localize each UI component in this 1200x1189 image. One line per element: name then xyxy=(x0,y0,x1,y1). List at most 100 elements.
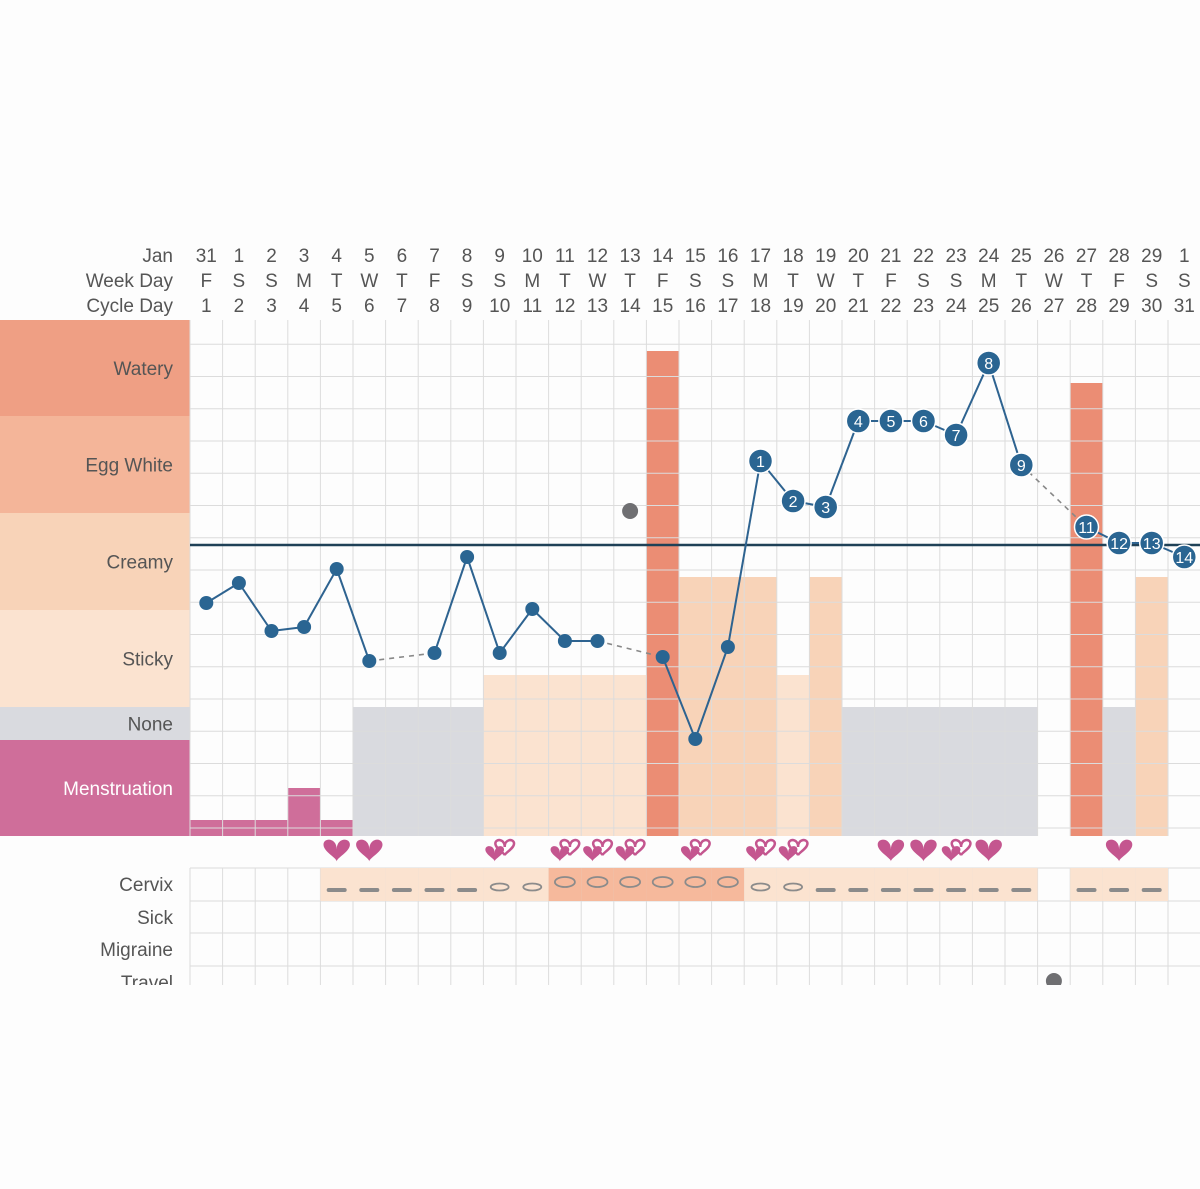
fluid-category-labels: Watery Egg White Creamy Sticky None Menstruat… xyxy=(0,320,190,836)
heart-shape xyxy=(485,846,505,862)
weekday-label: S xyxy=(461,271,474,292)
weekday-label: M xyxy=(981,271,997,292)
cycle-day-label: 4 xyxy=(299,296,310,317)
temp-point-label: 11 xyxy=(1078,520,1095,537)
temp-point xyxy=(362,654,377,668)
heart-shape xyxy=(877,839,905,862)
temp-point-numbered xyxy=(943,422,969,448)
weekday-label: F xyxy=(429,271,441,292)
weekday-label: T xyxy=(331,271,343,292)
cervix-cell xyxy=(1135,868,1168,901)
date-label: 11 xyxy=(555,246,575,267)
cycle-day-label: 31 xyxy=(1174,296,1195,317)
weekday-label: T xyxy=(396,271,408,292)
weekday-label: S xyxy=(265,271,278,292)
date-label: 28 xyxy=(1109,246,1130,267)
temp-line-segment xyxy=(433,556,469,654)
temp-point-numbered xyxy=(1106,530,1132,556)
fluid-bar xyxy=(1135,577,1168,836)
cervix-open-icon xyxy=(586,876,609,888)
cervix-closed-icon xyxy=(815,888,836,892)
date-label: 15 xyxy=(685,246,706,267)
cervix-closed-icon xyxy=(1141,888,1162,892)
cervix-cell xyxy=(1070,868,1103,901)
cycle-day-label: 19 xyxy=(783,296,804,317)
cervix-closed-icon xyxy=(978,888,999,892)
temp-point-numbered xyxy=(812,494,839,520)
fluid-band xyxy=(0,320,190,416)
fluid-bar xyxy=(744,577,777,836)
cervix-open-icon xyxy=(684,876,707,888)
cycle-day-label: 18 xyxy=(750,296,771,317)
month-label: Jan xyxy=(142,246,173,267)
date-label: 29 xyxy=(1141,246,1162,267)
temp-point-label: 14 xyxy=(1175,550,1193,567)
weekday-label: M xyxy=(524,271,540,292)
temp-point xyxy=(427,646,442,660)
fluid-bar xyxy=(646,351,679,836)
cervix-cell xyxy=(483,868,516,901)
cycle-day-label: 29 xyxy=(1109,296,1130,317)
temp-point-label: 12 xyxy=(1110,536,1128,553)
cervix-medium-icon xyxy=(522,882,543,892)
temp-point xyxy=(655,650,670,664)
heart-shape xyxy=(615,846,635,862)
date-label: 14 xyxy=(652,246,674,267)
date-label: 20 xyxy=(848,246,869,267)
temp-point xyxy=(720,640,735,654)
cervix-medium-icon xyxy=(783,882,803,892)
double-heart-icon xyxy=(746,838,777,862)
cervix-medium-icon xyxy=(750,882,771,892)
cycle-day-label: 21 xyxy=(848,296,869,317)
fluid-bar xyxy=(809,577,842,836)
temp-line-segment xyxy=(955,362,990,436)
fluid-bar xyxy=(613,675,647,836)
fluid-bar xyxy=(972,707,1005,836)
heart-icon xyxy=(323,839,350,862)
cervix-closed-icon xyxy=(848,888,869,892)
cervix-cell xyxy=(874,868,908,901)
symptom-label: Sick xyxy=(137,908,173,929)
symptom-label: Cervix xyxy=(119,875,173,896)
double-heart-icon xyxy=(778,838,809,862)
date-label: 21 xyxy=(880,246,901,267)
cycle-day-label: 20 xyxy=(815,296,836,317)
date-label: 24 xyxy=(978,246,1000,267)
cycle-day-label: 5 xyxy=(331,296,342,317)
heart-shape xyxy=(1105,839,1133,862)
temp-line-segment xyxy=(987,362,1023,466)
cycle-day-label: 25 xyxy=(978,296,999,317)
weekday-label: S xyxy=(493,271,506,292)
weekday-label: W xyxy=(817,271,835,292)
date-label: 6 xyxy=(397,246,408,267)
double-heart-icon xyxy=(941,838,972,862)
cervix-cell xyxy=(744,868,777,901)
weekday-label: W xyxy=(1045,271,1063,292)
cervix-cell xyxy=(1005,868,1038,901)
date-label: 23 xyxy=(946,246,967,267)
heart-icon xyxy=(877,839,905,862)
cervix-cell xyxy=(1102,868,1136,901)
cycle-day-label: 24 xyxy=(946,296,968,317)
cervix-cell xyxy=(450,868,484,901)
cervix-cell xyxy=(842,868,875,901)
temp-line-segment xyxy=(466,556,501,654)
date-label: 18 xyxy=(783,246,804,267)
temp-point xyxy=(199,596,214,610)
cervix-closed-icon xyxy=(1011,888,1032,892)
bottom-area xyxy=(0,985,1200,1189)
fluid-band xyxy=(0,740,190,836)
temp-point-numbered xyxy=(845,408,872,434)
temp-line-segment xyxy=(335,568,371,662)
cycle-day-label: 12 xyxy=(554,296,575,317)
temp-point-numbered xyxy=(1138,530,1165,556)
cycle-day-label: 10 xyxy=(489,296,510,317)
temp-point-label: 6 xyxy=(919,414,928,431)
heart-icon xyxy=(975,839,1002,862)
date-label: 8 xyxy=(462,246,473,267)
date-label: 2 xyxy=(266,246,277,267)
weekday-label: S xyxy=(689,271,702,292)
cycle-day-label: 14 xyxy=(620,296,642,317)
date-label: 1 xyxy=(234,246,245,267)
cycle-day-label: 1 xyxy=(201,296,212,317)
